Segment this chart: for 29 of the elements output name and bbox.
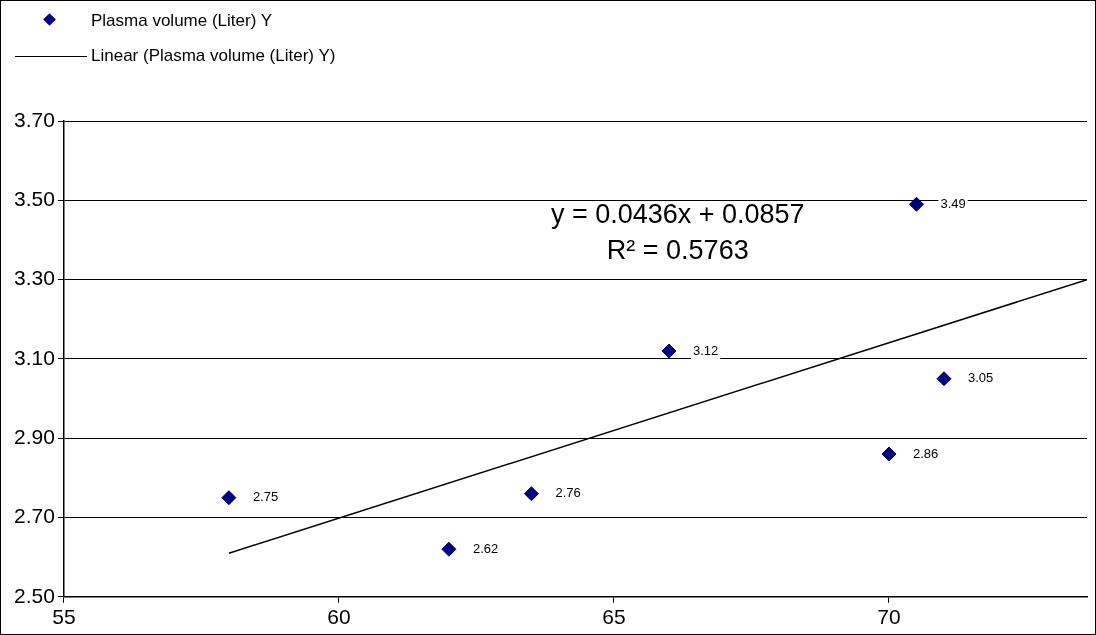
data-label: 3.49 — [940, 195, 966, 211]
annotation: R² = 0.5763 — [606, 235, 749, 266]
data-label: 2.86 — [912, 445, 939, 461]
point — [936, 371, 952, 387]
point — [523, 486, 539, 502]
x-tick-label: 60 — [327, 605, 351, 629]
annotation: y = 0.0436x + 0.0857 — [550, 199, 805, 230]
y-tick-label: 3.10 — [14, 345, 55, 369]
point — [441, 541, 457, 557]
y-tick-label: 2.50 — [14, 583, 55, 607]
data-label: 3.12 — [692, 342, 719, 358]
x-tick-label: 55 — [52, 605, 76, 629]
point — [908, 196, 924, 212]
data-label: 3.05 — [967, 370, 994, 386]
y-tick-label: 3.50 — [14, 187, 55, 211]
y-tick-label: 3.30 — [14, 266, 55, 290]
data-label: 2.76 — [555, 485, 581, 501]
point — [881, 446, 897, 462]
data-label: 2.75 — [252, 489, 279, 505]
x-tick-label: 65 — [602, 605, 626, 629]
legend-label: Plasma volume (Liter) Y — [91, 10, 273, 31]
point — [221, 490, 237, 506]
y-tick-label: 2.70 — [14, 504, 55, 528]
legend-label: Linear (Plasma volume (Liter) Y) — [91, 45, 336, 66]
data-label: 2.62 — [472, 540, 499, 556]
y-tick-label: 2.90 — [14, 425, 55, 448]
y-tick-label: 3.70 — [14, 107, 55, 131]
point — [661, 343, 677, 359]
x-tick-label: 70 — [877, 605, 901, 629]
